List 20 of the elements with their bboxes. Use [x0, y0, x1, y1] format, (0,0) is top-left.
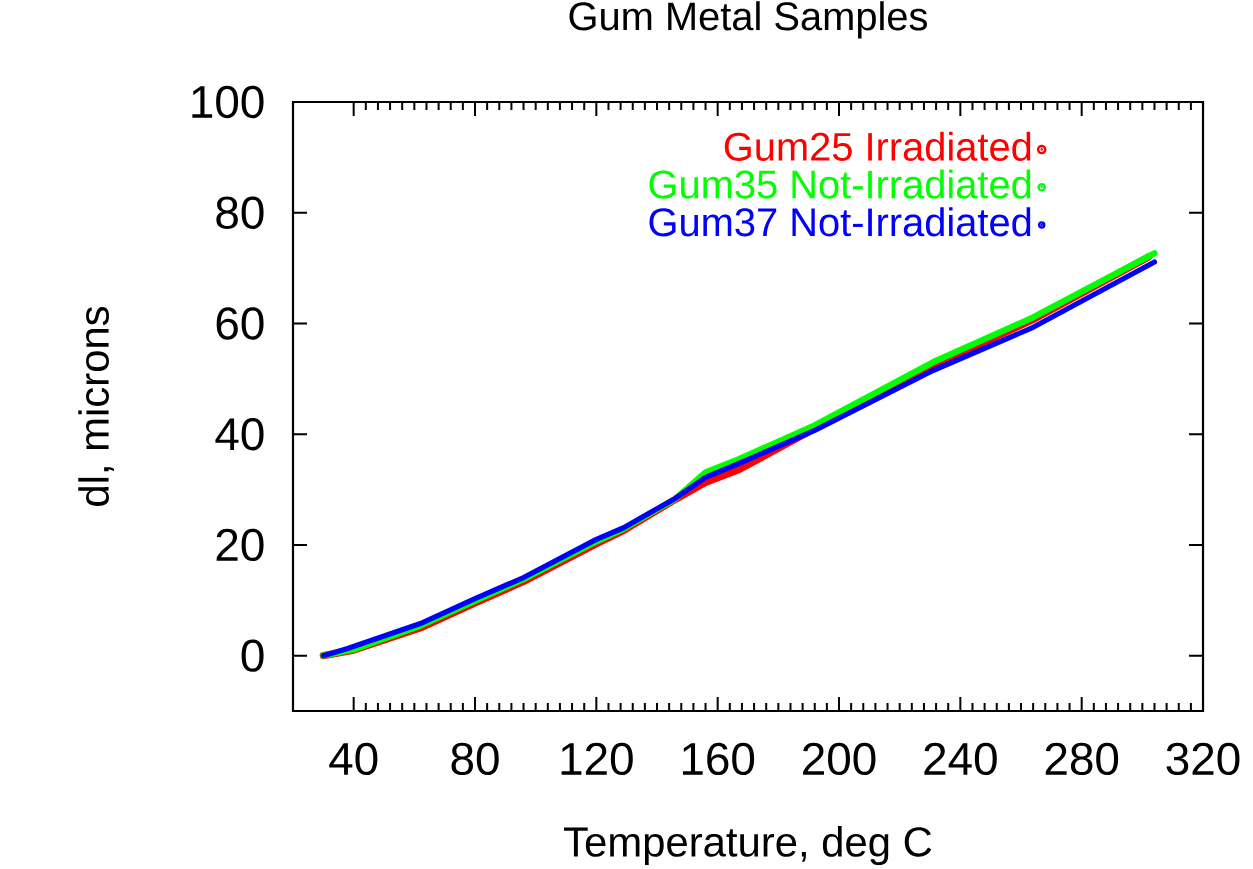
y-tick-label: 60 — [216, 307, 264, 340]
legend-label: Gum37 Not-Irradiated — [649, 207, 1031, 237]
y-tick-label: 20 — [216, 528, 264, 562]
x-tick-label: 240 — [924, 742, 997, 776]
x-tick-label: 160 — [682, 742, 755, 776]
legend-label: Gum35 Not-Irradiated — [649, 169, 1031, 199]
y-tick-label: 40 — [215, 417, 264, 451]
x-tick-label: 80 — [451, 742, 499, 776]
legend-label: Gum25 Irradiated — [724, 131, 1031, 161]
x-tick-label: 320 — [1166, 742, 1240, 776]
y-tick-label: 0 — [241, 639, 264, 672]
y-tick-label: 100 — [192, 85, 264, 119]
x-tick-label: 120 — [561, 742, 633, 776]
x-tick-label: 280 — [1045, 742, 1119, 776]
x-axis-title: Temperature, deg C — [564, 826, 932, 866]
x-tick-label: 40 — [329, 742, 378, 776]
y-axis-title: dl, microns — [78, 306, 114, 506]
y-tick-label: 80 — [216, 196, 264, 229]
chart-title: Gum Metal Samples — [569, 1, 927, 39]
x-tick-label: 200 — [803, 742, 876, 776]
